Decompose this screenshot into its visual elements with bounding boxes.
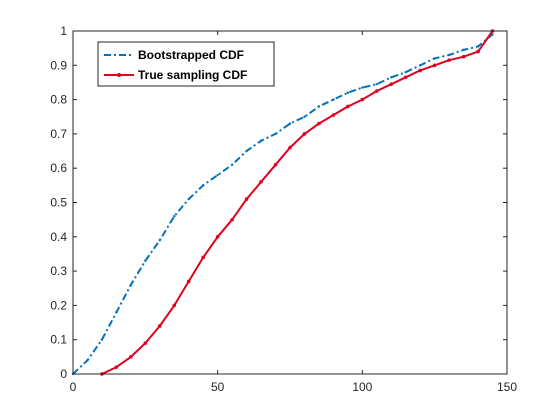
data-point-true-sampling-cdf bbox=[375, 89, 379, 93]
data-point-true-sampling-cdf bbox=[114, 365, 119, 369]
plot-background bbox=[73, 31, 507, 374]
data-point-bootstrapped-cdf bbox=[332, 98, 335, 101]
x-tick-label: 150 bbox=[497, 380, 517, 394]
data-point-bootstrapped-cdf bbox=[230, 163, 234, 166]
x-tick-label: 100 bbox=[352, 380, 372, 394]
ticks-layer: 0 50 100 150 0 0.1 0.2 0.3 0.4 0.5 0.6 0.7 0.8 0.9 1 bbox=[50, 24, 517, 394]
data-point-true-sampling-cdf bbox=[201, 255, 205, 260]
data-point-true-sampling-cdf bbox=[346, 104, 350, 109]
data-point-true-sampling-cdf bbox=[172, 303, 177, 308]
data-point-bootstrapped-cdf bbox=[216, 173, 219, 177]
y-tick-label: 0.6 bbox=[50, 161, 67, 175]
legend-box bbox=[97, 41, 275, 87]
data-point-true-sampling-cdf bbox=[317, 121, 321, 126]
data-point-bootstrapped-cdf bbox=[187, 197, 190, 201]
data-point-bootstrapped-cdf bbox=[361, 86, 364, 89]
y-tick-label: 0.8 bbox=[50, 93, 67, 107]
data-point-true-sampling-cdf bbox=[418, 68, 423, 73]
data-point-bootstrapped-cdf bbox=[462, 48, 465, 52]
data-point-true-sampling-cdf bbox=[129, 355, 133, 359]
data-point-bootstrapped-cdf bbox=[419, 64, 422, 67]
data-point-bootstrapped-cdf bbox=[447, 53, 451, 57]
data-point-true-sampling-cdf bbox=[447, 58, 451, 62]
data-point-true-sampling-cdf bbox=[259, 180, 263, 184]
data-point-true-sampling-cdf bbox=[158, 324, 162, 328]
data-point-bootstrapped-cdf bbox=[245, 149, 248, 153]
data-point-bootstrapped-cdf bbox=[259, 139, 263, 142]
data-point-bootstrapped-cdf bbox=[115, 311, 118, 314]
data-point-true-sampling-cdf bbox=[288, 145, 292, 150]
data-point-bootstrapped-cdf bbox=[158, 239, 161, 242]
legend-marker-true-sampling bbox=[117, 73, 121, 77]
y-tick-label: 0.5 bbox=[50, 196, 67, 210]
data-point-true-sampling-cdf bbox=[432, 63, 437, 68]
series-line-bootstrapped-cdf bbox=[72, 33, 494, 375]
data-point-bootstrapped-cdf bbox=[274, 132, 277, 136]
data-point-bootstrapped-cdf bbox=[129, 283, 133, 287]
data-point-bootstrapped-cdf bbox=[491, 33, 494, 36]
data-point-true-sampling-cdf bbox=[273, 162, 278, 167]
data-point-true-sampling-cdf bbox=[215, 235, 220, 239]
data-point-true-sampling-cdf bbox=[476, 49, 480, 54]
y-tick-label: 0.7 bbox=[50, 127, 67, 141]
data-point-bootstrapped-cdf bbox=[173, 215, 176, 218]
data-point-true-sampling-cdf bbox=[230, 217, 234, 222]
y-tick-label: 0.4 bbox=[50, 230, 67, 244]
data-point-bootstrapped-cdf bbox=[476, 45, 480, 48]
data-point-bootstrapped-cdf bbox=[375, 82, 378, 86]
data-point-true-sampling-cdf bbox=[244, 197, 249, 201]
legend-label-bootstrapped: Bootstrapped CDF bbox=[138, 48, 244, 62]
data-point-true-sampling-cdf bbox=[389, 82, 394, 86]
data-point-bootstrapped-cdf bbox=[100, 338, 104, 341]
legend-label-true-sampling: True sampling CDF bbox=[138, 68, 247, 82]
series-layer bbox=[71, 29, 495, 376]
data-point-bootstrapped-cdf bbox=[433, 57, 436, 60]
data-point-true-sampling-cdf bbox=[186, 279, 191, 284]
y-tick-label: 0.2 bbox=[50, 298, 67, 312]
data-point-bootstrapped-cdf bbox=[317, 105, 321, 108]
data-point-true-sampling-cdf bbox=[403, 75, 408, 80]
data-point-bootstrapped-cdf bbox=[144, 259, 147, 263]
data-point-bootstrapped-cdf bbox=[346, 91, 350, 94]
x-tick-label: 0 bbox=[70, 380, 77, 394]
data-point-bootstrapped-cdf bbox=[288, 122, 292, 125]
data-point-bootstrapped-cdf bbox=[86, 359, 89, 362]
data-point-bootstrapped-cdf bbox=[390, 76, 393, 79]
data-point-true-sampling-cdf bbox=[143, 341, 148, 345]
y-tick-label: 1 bbox=[60, 24, 67, 38]
y-tick-label: 0.1 bbox=[50, 333, 67, 347]
y-tick-label: 0 bbox=[60, 367, 67, 381]
x-tick-label: 50 bbox=[211, 380, 225, 394]
data-point-true-sampling-cdf bbox=[360, 97, 365, 102]
data-point-bootstrapped-cdf bbox=[404, 70, 407, 74]
series-line-true-sampling-cdf bbox=[101, 30, 494, 375]
data-point-bootstrapped-cdf bbox=[303, 115, 306, 118]
data-point-bootstrapped-cdf bbox=[202, 184, 205, 187]
y-tick-label: 0.9 bbox=[50, 58, 67, 72]
y-tick-label: 0.3 bbox=[50, 264, 67, 278]
data-point-true-sampling-cdf bbox=[461, 54, 466, 59]
data-point-true-sampling-cdf bbox=[331, 113, 336, 117]
data-point-true-sampling-cdf bbox=[302, 132, 307, 136]
legend: Bootstrapped CDF True sampling CDF bbox=[97, 41, 275, 87]
